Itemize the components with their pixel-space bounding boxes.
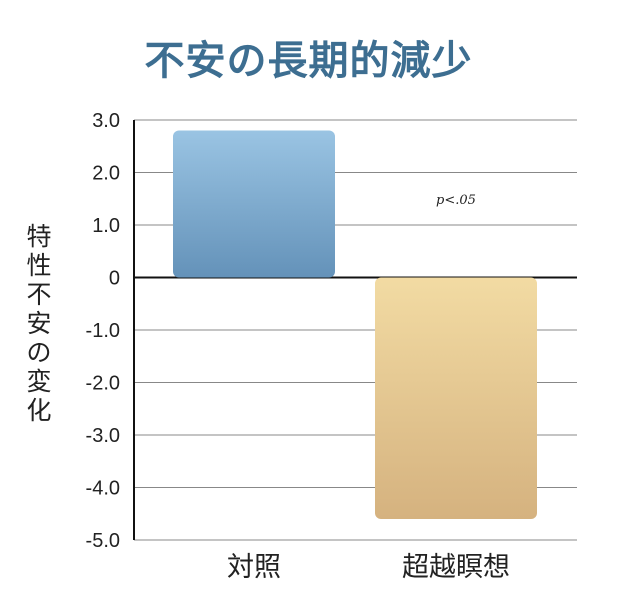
bars — [173, 130, 537, 519]
y-tick-label: -1.0 — [86, 320, 120, 342]
chart-title: 不安の長期的減少 — [144, 37, 473, 84]
y-tick-label: -2.0 — [86, 373, 120, 395]
x-tick-label: 対照 — [227, 552, 281, 583]
bar-tm — [375, 277, 537, 519]
y-tick-labels: 3.0 2.0 1.0 0 -1.0 -2.0 -3.0 -4.0 -5.0 — [86, 110, 120, 552]
annotations: p<.05 — [436, 193, 476, 208]
x-tick-label: 超越瞑想 — [402, 552, 510, 583]
significance-annotation: p<.05 — [436, 193, 476, 208]
y-tick-label: 2.0 — [92, 163, 120, 185]
y-axis-label: 特性不安の変化 — [26, 222, 52, 425]
y-tick-label: 1.0 — [92, 215, 120, 237]
x-tick-labels: 対照 超越瞑想 — [227, 552, 510, 583]
y-tick-label: -3.0 — [86, 425, 120, 447]
y-tick-label: -4.0 — [86, 478, 120, 500]
bar-control — [173, 130, 335, 278]
y-tick-label: 3.0 — [92, 110, 120, 132]
y-tick-label: 0 — [109, 268, 120, 290]
y-tick-label: -5.0 — [86, 530, 120, 552]
